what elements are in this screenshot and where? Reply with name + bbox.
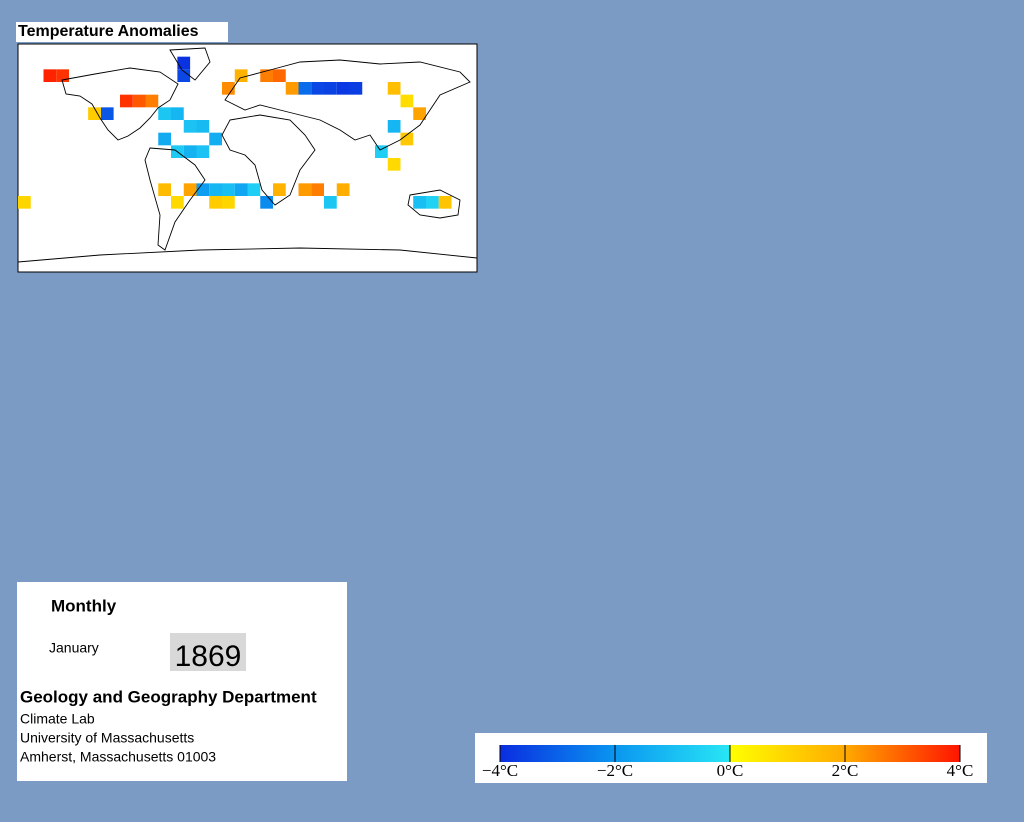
address-line: University of Massachusetts	[20, 730, 194, 746]
anomaly-cell	[43, 69, 57, 82]
anomaly-cell	[222, 183, 235, 196]
anomaly-cell	[438, 196, 452, 209]
anomaly-cell	[158, 107, 171, 120]
anomaly-cell	[273, 183, 286, 196]
info-panel	[17, 582, 347, 781]
address-line: Amherst, Massachusetts 01003	[20, 749, 216, 765]
anomaly-cell	[426, 196, 439, 209]
anomaly-cell	[285, 82, 299, 95]
year: 1869	[175, 640, 242, 673]
anomaly-cell	[18, 196, 31, 209]
anomaly-cell	[375, 145, 388, 158]
anomaly-cell	[222, 82, 235, 95]
anomaly-cell	[177, 56, 191, 70]
anomaly-cell	[209, 183, 222, 196]
anomaly-cell	[158, 132, 171, 146]
anomaly-cell	[145, 94, 159, 108]
title-box	[16, 22, 228, 42]
colorbar-tick-label: 4°C	[947, 761, 974, 780]
anomaly-cell	[413, 107, 426, 120]
anomaly-cell	[298, 183, 312, 196]
anomaly-cell	[183, 183, 197, 196]
anomaly-cell	[413, 196, 426, 209]
anomaly-cell	[311, 82, 324, 95]
anomaly-cell	[400, 94, 414, 108]
coastlines	[17, 47, 478, 263]
address-line: Climate Lab	[20, 711, 95, 727]
anomaly-layer	[18, 56, 452, 209]
colorbar-ticks: −4°C −2°C 0°C 2°C 4°C	[482, 745, 973, 780]
anomaly-cell	[56, 69, 69, 82]
anomaly-cell	[324, 196, 337, 209]
anomaly-cell	[324, 82, 337, 95]
anomaly-cell	[349, 82, 363, 95]
anomaly-cell	[222, 196, 235, 209]
anomaly-cell	[171, 196, 184, 209]
anomaly-cell	[88, 107, 101, 120]
anomaly-cell	[171, 107, 184, 120]
anomaly-cell	[132, 94, 146, 108]
anomaly-cell	[183, 120, 197, 133]
anomaly-cell	[387, 120, 401, 133]
anomaly-cell	[158, 183, 171, 196]
anomaly-cell	[196, 183, 210, 196]
month: January	[49, 640, 99, 656]
anomaly-cell	[177, 69, 191, 82]
period: Monthly	[51, 596, 117, 615]
anomaly-cell	[387, 82, 401, 95]
anomaly-cell	[336, 183, 350, 196]
anomaly-cell	[400, 132, 414, 146]
anomaly-cell	[196, 120, 210, 133]
year-box	[170, 633, 246, 671]
colorbar-tick-label: 2°C	[832, 761, 859, 780]
anomaly-cell	[209, 132, 222, 146]
department: Geology and Geography Department	[20, 687, 317, 706]
anomaly-cell	[247, 183, 261, 196]
anomaly-cell	[298, 82, 312, 95]
anomaly-cell	[100, 107, 114, 120]
anomaly-cell	[273, 69, 286, 82]
anomaly-cell	[260, 69, 273, 82]
anomaly-cell	[336, 82, 350, 95]
map-title: Temperature Anomalies	[18, 23, 199, 40]
colorbar-tick-label: 0°C	[717, 761, 744, 780]
anomaly-cell	[234, 183, 248, 196]
anomaly-cell	[260, 196, 273, 209]
colorbar-tick-label: −4°C	[482, 761, 518, 780]
anomaly-cell	[120, 94, 133, 108]
anomaly-cell	[387, 158, 401, 171]
colorbar-tick-label: −2°C	[597, 761, 633, 780]
anomaly-cell	[311, 183, 324, 196]
anomaly-cell	[234, 69, 248, 82]
anomaly-cell	[183, 145, 197, 158]
anomaly-cell	[196, 145, 210, 158]
anomaly-cell	[209, 196, 222, 209]
